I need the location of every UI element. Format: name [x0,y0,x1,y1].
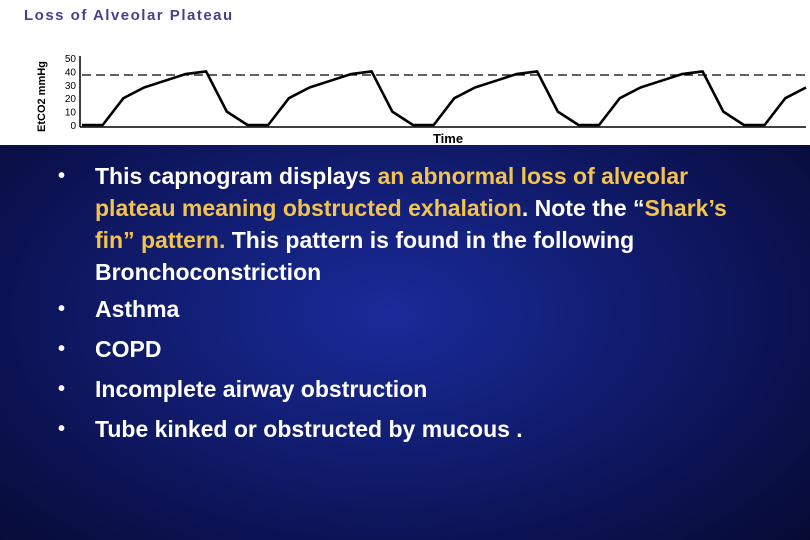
y-tick-label: 50 [65,54,77,65]
bullet-item-copd: COPD [54,333,754,365]
bullet-text: . Note the “ [521,195,645,221]
x-axis-label: Time [433,131,463,145]
y-tick-label: 30 [65,81,77,92]
bullet-item-airway-obstruction: Incomplete airway obstruction [54,373,754,405]
chart-title: Loss of Alveolar Plateau [24,7,234,24]
capnogram-trace [82,70,807,127]
bullet-list: This capnogram displays an abnormal loss… [54,160,754,453]
y-axis-label: EtCO2 mmHg [36,61,48,132]
highlighted-text: Shark’s fin” pattern. [95,195,727,253]
bullet-item-asthma: Asthma [54,293,754,325]
bullet-text: This pattern is found in the following B… [95,227,635,285]
y-tick-label: 20 [65,94,77,105]
bullet-text: This capnogram displays [95,163,378,189]
highlighted-text: an abnormal loss of alveolar plateau mea… [95,163,689,221]
capnogram-chart: Loss of Alveolar Plateau EtCO2 mmHg 0 10 2… [24,7,807,145]
y-tick-labels: 0 10 20 30 40 50 [65,54,77,132]
bullet-item-tube-kinked: Tube kinked or obstructed by mucous . [54,413,754,445]
y-tick-label: 0 [70,121,76,132]
y-tick-label: 10 [65,108,77,119]
y-tick-label: 40 [65,67,77,78]
bullet-item-capnogram-description: This capnogram displays an abnormal loss… [54,160,754,288]
capnogram-figure: Loss of Alveolar Plateau EtCO2 mmHg 0 10 2… [0,0,810,145]
